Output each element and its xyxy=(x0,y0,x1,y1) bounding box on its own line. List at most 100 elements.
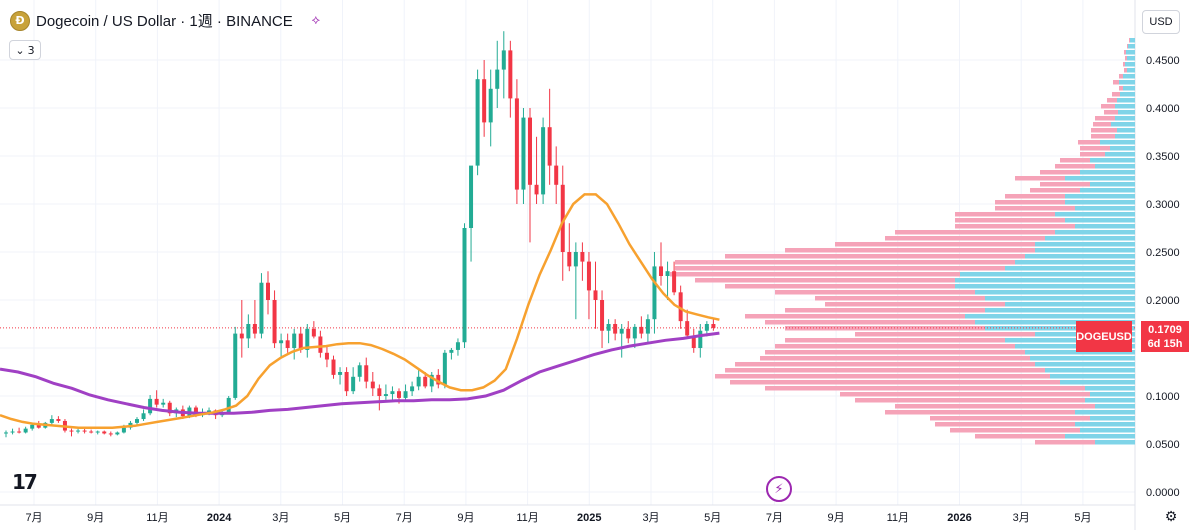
y-axis: 0.00000.05000.10000.15000.20000.25000.30… xyxy=(1146,55,1180,499)
vp-bar-down xyxy=(975,434,1065,439)
vp-bar-up xyxy=(1128,44,1135,49)
candle-body xyxy=(449,349,454,353)
vp-bar-down xyxy=(785,338,1005,343)
gear-icon[interactable]: ⚙ xyxy=(1164,509,1178,525)
tradingview-logo[interactable]: 17 xyxy=(12,470,38,494)
candle-body xyxy=(141,413,146,420)
vp-bar-down xyxy=(1040,182,1090,187)
candle-body xyxy=(495,69,500,89)
vp-bar-up xyxy=(1115,134,1135,139)
candle-body xyxy=(95,431,100,433)
candle-body xyxy=(534,184,539,195)
vp-bar-down xyxy=(1129,38,1130,43)
vp-bar-up xyxy=(955,284,1135,289)
candle-body xyxy=(351,376,356,392)
vp-bar-down xyxy=(825,302,1005,307)
candle-body xyxy=(429,374,434,387)
candle-body xyxy=(193,407,198,416)
vp-bar-down xyxy=(1112,92,1120,97)
y-tick-label: 0.0000 xyxy=(1146,487,1180,499)
candle-body xyxy=(167,402,172,414)
vp-bar-up xyxy=(1120,92,1135,97)
candle-body xyxy=(279,340,284,344)
vp-bar-down xyxy=(955,224,1075,229)
vp-bar-down xyxy=(1040,170,1080,175)
vp-bar-up xyxy=(1111,122,1135,127)
candle-body xyxy=(331,359,336,375)
vp-bar-up xyxy=(1123,74,1135,79)
candle-body xyxy=(108,433,113,435)
currency-button[interactable]: USD xyxy=(1142,10,1180,34)
vp-bar-up xyxy=(1035,248,1135,253)
candle-body xyxy=(423,376,428,387)
candle-body xyxy=(475,79,480,166)
candle-body xyxy=(298,333,303,350)
vp-bar-down xyxy=(765,386,1085,391)
vp-bar-down xyxy=(1125,56,1127,61)
x-tick-label: 2026 xyxy=(947,512,971,524)
vp-bar-down xyxy=(725,284,955,289)
y-tick-label: 0.0500 xyxy=(1146,439,1180,451)
candle-body xyxy=(436,374,441,385)
vp-bar-down xyxy=(1104,110,1118,115)
vp-bar-down xyxy=(730,380,1060,385)
vp-bar-down xyxy=(1091,128,1117,133)
share-icon[interactable]: ⟡ xyxy=(306,11,325,30)
dogecoin-icon: Ð xyxy=(10,10,30,31)
vp-bar-down xyxy=(675,266,1005,271)
vp-bar-up xyxy=(1123,86,1135,91)
vp-bar-up xyxy=(1115,104,1135,109)
candle-body xyxy=(266,282,270,300)
vp-bar-up xyxy=(1119,80,1135,85)
x-tick-label: 2024 xyxy=(207,512,232,524)
candle-body xyxy=(665,271,670,276)
candle-body xyxy=(462,228,467,343)
candle-body xyxy=(305,328,310,350)
vp-bar-down xyxy=(1035,440,1095,445)
x-tick-label: 3月 xyxy=(1013,512,1030,524)
vp-bar-down xyxy=(1093,122,1111,127)
indicator-toggle[interactable]: ⌄ 3 xyxy=(9,40,41,60)
candle-body xyxy=(318,336,323,353)
vp-bar-up xyxy=(1005,338,1135,343)
vp-bar-up xyxy=(1095,440,1135,445)
vp-bar-down xyxy=(840,392,1090,397)
candle-body xyxy=(626,328,631,339)
lightning-icon[interactable]: ⚡ xyxy=(766,476,792,502)
candle-body xyxy=(56,419,61,421)
candle-body xyxy=(619,328,624,334)
vp-bar-up xyxy=(1095,404,1135,409)
candle-body xyxy=(10,431,15,433)
candle-body xyxy=(370,381,375,389)
vp-bar-up xyxy=(1075,422,1135,427)
vp-bar-up xyxy=(1050,374,1135,379)
candle-body xyxy=(600,300,605,331)
vp-bar-up xyxy=(975,290,1135,295)
vp-bar-up xyxy=(1065,200,1135,205)
candle-body xyxy=(344,372,349,392)
vp-bar-up xyxy=(1065,434,1135,439)
candle-body xyxy=(632,326,637,339)
vp-bar-up xyxy=(1065,194,1135,199)
candle-body xyxy=(311,328,316,337)
vp-bar-down xyxy=(760,356,1030,361)
vp-bar-down xyxy=(785,308,985,313)
x-tick-label: 11月 xyxy=(516,512,538,524)
candle-body xyxy=(233,333,238,398)
vp-bar-down xyxy=(1113,80,1119,85)
vp-bar-up xyxy=(1090,158,1135,163)
candle-body xyxy=(23,428,28,433)
candle-body xyxy=(482,79,487,123)
candle-body xyxy=(659,266,663,276)
candle-body xyxy=(390,391,395,395)
vp-bar-down xyxy=(1107,98,1117,103)
candle-body xyxy=(357,365,362,377)
candle-body xyxy=(30,424,35,429)
vp-bar-up xyxy=(1125,62,1135,67)
candle-body xyxy=(364,365,369,382)
vp-bar-up xyxy=(1085,386,1135,391)
symbol-price-label: DOGEUSD xyxy=(1076,321,1132,352)
candle-body xyxy=(541,127,546,195)
vp-bar-up xyxy=(1118,110,1135,115)
